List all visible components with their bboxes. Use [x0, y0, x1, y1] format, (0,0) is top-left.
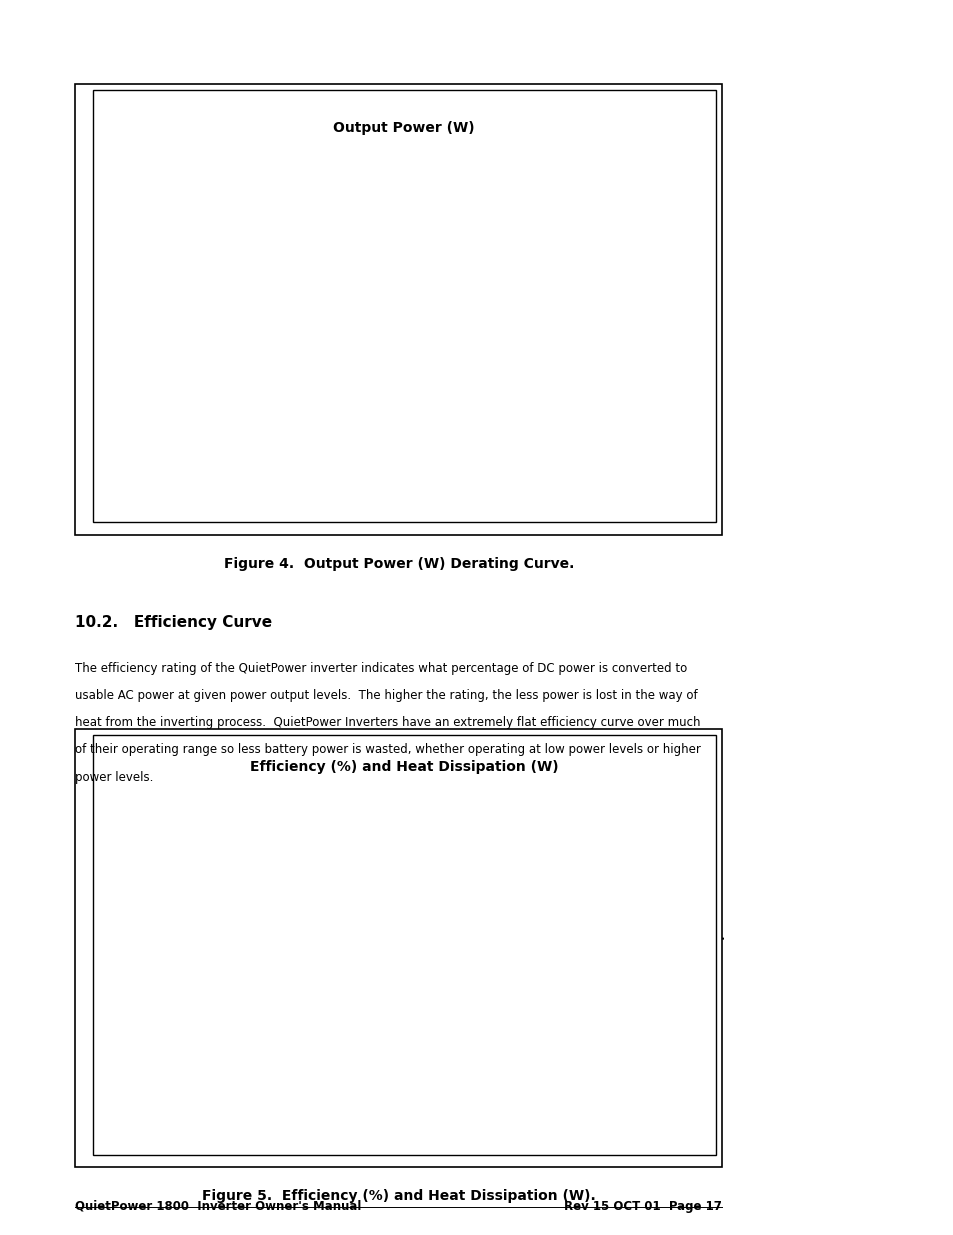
Text: Efficiency (%) and Heat Dissipation (W): Efficiency (%) and Heat Dissipation (W): [250, 760, 558, 773]
Text: QuietPower 1800  Inverter Owner's Manual: QuietPower 1800 Inverter Owner's Manual: [75, 1199, 361, 1213]
Text: 10.2.   Efficiency Curve: 10.2. Efficiency Curve: [75, 615, 273, 630]
Text: Rev 15 OCT 01  Page 17: Rev 15 OCT 01 Page 17: [564, 1199, 721, 1213]
Text: Figure 5.  Efficiency (%) and Heat Dissipation (W).: Figure 5. Efficiency (%) and Heat Dissip…: [202, 1189, 595, 1203]
Text: of their operating range so less battery power is wasted, whether operating at l: of their operating range so less battery…: [75, 743, 700, 757]
Text: Figure 4.  Output Power (W) Derating Curve.: Figure 4. Output Power (W) Derating Curv…: [223, 557, 574, 571]
Y-axis label: Heat Dissipation (W): Heat Dissipation (W): [711, 869, 724, 1008]
Y-axis label: Output Power (W): Output Power (W): [111, 243, 123, 363]
X-axis label: Output Power (W): Output Power (W): [360, 1112, 480, 1124]
Text: power levels.: power levels.: [75, 771, 153, 784]
X-axis label: Ambient Temperature (C): Ambient Temperature (C): [348, 473, 517, 485]
Text: heat from the inverting process.  QuietPower Inverters have an extremely flat ef: heat from the inverting process. QuietPo…: [75, 716, 700, 730]
Text: The efficiency rating of the QuietPower inverter indicates what percentage of DC: The efficiency rating of the QuietPower …: [75, 662, 687, 676]
Y-axis label: Efficiency (%): Efficiency (%): [123, 893, 136, 984]
Text: usable AC power at given power output levels.  The higher the rating, the less p: usable AC power at given power output le…: [75, 689, 698, 703]
Text: Output Power (W): Output Power (W): [333, 121, 475, 135]
